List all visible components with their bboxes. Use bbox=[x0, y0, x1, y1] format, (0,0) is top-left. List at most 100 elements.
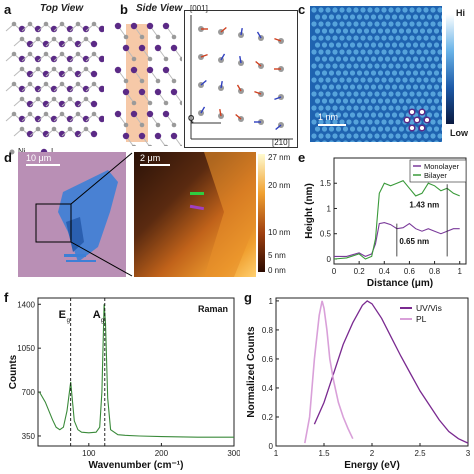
series-uv-vis bbox=[313, 300, 469, 444]
stm-spot bbox=[374, 105, 380, 111]
stm-spot bbox=[402, 49, 408, 55]
stm-spot bbox=[328, 14, 335, 20]
afm-colorbar bbox=[258, 154, 265, 272]
stm-spot bbox=[437, 133, 442, 139]
stm-spot bbox=[423, 105, 429, 111]
stm-spot bbox=[416, 49, 422, 55]
stm-spot bbox=[384, 70, 391, 76]
ni-atom bbox=[35, 66, 41, 72]
y-tick-label: 1.5 bbox=[320, 179, 332, 188]
stm-spot bbox=[342, 70, 349, 76]
stm-spot bbox=[314, 56, 321, 62]
i-atom bbox=[82, 25, 90, 33]
ni-atom bbox=[19, 36, 25, 42]
panel-c-letter: c bbox=[298, 2, 306, 17]
stm-spot bbox=[409, 77, 415, 83]
afm-scale-bar bbox=[140, 164, 170, 166]
unit-cell-highlight bbox=[126, 24, 148, 142]
stm-spot bbox=[374, 119, 380, 125]
stm-spot bbox=[409, 133, 415, 139]
stm-spot bbox=[434, 140, 439, 142]
stm-spot bbox=[342, 84, 349, 90]
stm-spot bbox=[409, 119, 415, 125]
y-tick-label: 700 bbox=[22, 388, 36, 397]
raman-chart: 100 200 300 350 700 1050 1400 Wavenumber (cm⁻¹)… bbox=[8, 297, 240, 471]
lattice-top-view bbox=[5, 21, 104, 138]
stm-spot bbox=[328, 28, 335, 34]
stm-spot bbox=[321, 112, 328, 118]
stm-spot bbox=[311, 21, 317, 27]
ni-atom bbox=[59, 21, 65, 27]
i-atom bbox=[18, 115, 26, 123]
i-atom bbox=[50, 25, 58, 33]
y-tick-label: 0 bbox=[327, 255, 332, 264]
stm-spot bbox=[321, 28, 328, 34]
stm-spot bbox=[381, 63, 387, 69]
stm-spot bbox=[325, 105, 331, 111]
stm-spot bbox=[405, 42, 412, 48]
stm-spot bbox=[346, 21, 352, 27]
plot-frame bbox=[275, 297, 469, 447]
ni-atom bbox=[139, 122, 145, 128]
y-axis-label: Normalized Counts bbox=[246, 326, 257, 418]
stm-spot bbox=[332, 91, 338, 97]
ni-atom bbox=[51, 96, 57, 102]
stm-spot bbox=[423, 35, 429, 41]
stm-spot bbox=[402, 21, 408, 27]
stm-spot bbox=[353, 133, 359, 139]
lattice-marker bbox=[418, 124, 426, 132]
stm-spot bbox=[342, 56, 349, 62]
stm-spot bbox=[315, 140, 320, 142]
stm-spot bbox=[371, 140, 376, 142]
stm-spot bbox=[437, 119, 442, 125]
stm-spot bbox=[409, 91, 415, 97]
stm-spot bbox=[377, 70, 384, 76]
spin-arrow bbox=[240, 27, 243, 36]
stm-spot bbox=[311, 105, 317, 111]
i-atom bbox=[66, 55, 74, 63]
stm-spot bbox=[423, 91, 429, 97]
stm-spot bbox=[314, 14, 321, 20]
ni-atom bbox=[27, 111, 33, 117]
legend-label: Bilayer bbox=[424, 171, 447, 180]
legend-label: UV/Vis bbox=[416, 303, 442, 313]
stm-spot bbox=[402, 35, 408, 41]
stm-spot bbox=[433, 112, 440, 118]
stm-spot bbox=[311, 49, 317, 55]
ni-atom bbox=[43, 111, 49, 117]
ni-atom bbox=[43, 81, 49, 87]
panel-f-letter: f bbox=[4, 290, 9, 305]
stm-spot bbox=[363, 28, 370, 34]
i-atom bbox=[98, 115, 104, 123]
stm-spot bbox=[342, 42, 349, 48]
legend-label: Raman bbox=[198, 304, 228, 314]
stm-spot bbox=[377, 112, 384, 118]
stm-spot bbox=[384, 56, 391, 62]
stm-spot bbox=[318, 49, 324, 55]
x-tick-label: 3 bbox=[466, 449, 471, 458]
ni-atom bbox=[27, 81, 33, 87]
stm-spot bbox=[363, 42, 370, 48]
legend-box bbox=[409, 159, 467, 183]
i-atom bbox=[50, 115, 58, 123]
spin-arrow bbox=[236, 84, 242, 92]
stm-spot bbox=[391, 70, 398, 76]
i-atom bbox=[34, 115, 42, 123]
stm-spot bbox=[377, 56, 384, 62]
stm-spot bbox=[381, 21, 387, 27]
stm-spot bbox=[363, 56, 370, 62]
y-tick-label: 0.8 bbox=[262, 326, 274, 335]
stm-spot bbox=[363, 14, 370, 20]
stm-spot bbox=[430, 63, 436, 69]
stm-spot bbox=[384, 126, 391, 132]
stm-spot bbox=[339, 77, 345, 83]
stm-spot bbox=[402, 133, 408, 139]
stm-spot bbox=[311, 63, 317, 69]
stm-spot bbox=[374, 7, 380, 13]
stm-spot bbox=[363, 126, 370, 132]
stm-image bbox=[310, 6, 442, 142]
stm-spot bbox=[437, 105, 442, 111]
stm-spot bbox=[437, 7, 442, 13]
stm-spot bbox=[391, 14, 398, 20]
ni-atom bbox=[83, 66, 89, 72]
